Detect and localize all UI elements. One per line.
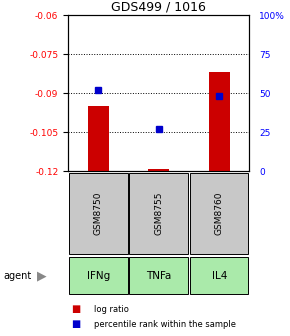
Text: GSM8755: GSM8755 xyxy=(154,192,163,235)
Bar xyxy=(69,257,128,294)
Text: IL4: IL4 xyxy=(211,270,227,281)
Title: GDS499 / 1016: GDS499 / 1016 xyxy=(111,1,206,14)
Bar xyxy=(148,169,169,171)
Text: ▶: ▶ xyxy=(37,269,47,282)
Text: IFNg: IFNg xyxy=(87,270,110,281)
Bar xyxy=(209,73,230,171)
Text: ■: ■ xyxy=(71,319,80,329)
Bar xyxy=(190,257,249,294)
Text: log ratio: log ratio xyxy=(94,305,129,313)
Text: percentile rank within the sample: percentile rank within the sample xyxy=(94,320,236,329)
Bar xyxy=(69,173,128,254)
Text: ■: ■ xyxy=(71,304,80,314)
Text: TNFa: TNFa xyxy=(146,270,171,281)
Bar xyxy=(129,257,188,294)
Text: GSM8760: GSM8760 xyxy=(215,192,224,235)
Bar xyxy=(129,173,188,254)
Text: GSM8750: GSM8750 xyxy=(94,192,103,235)
Bar xyxy=(190,173,249,254)
Text: agent: agent xyxy=(3,270,31,281)
Bar xyxy=(88,106,109,171)
